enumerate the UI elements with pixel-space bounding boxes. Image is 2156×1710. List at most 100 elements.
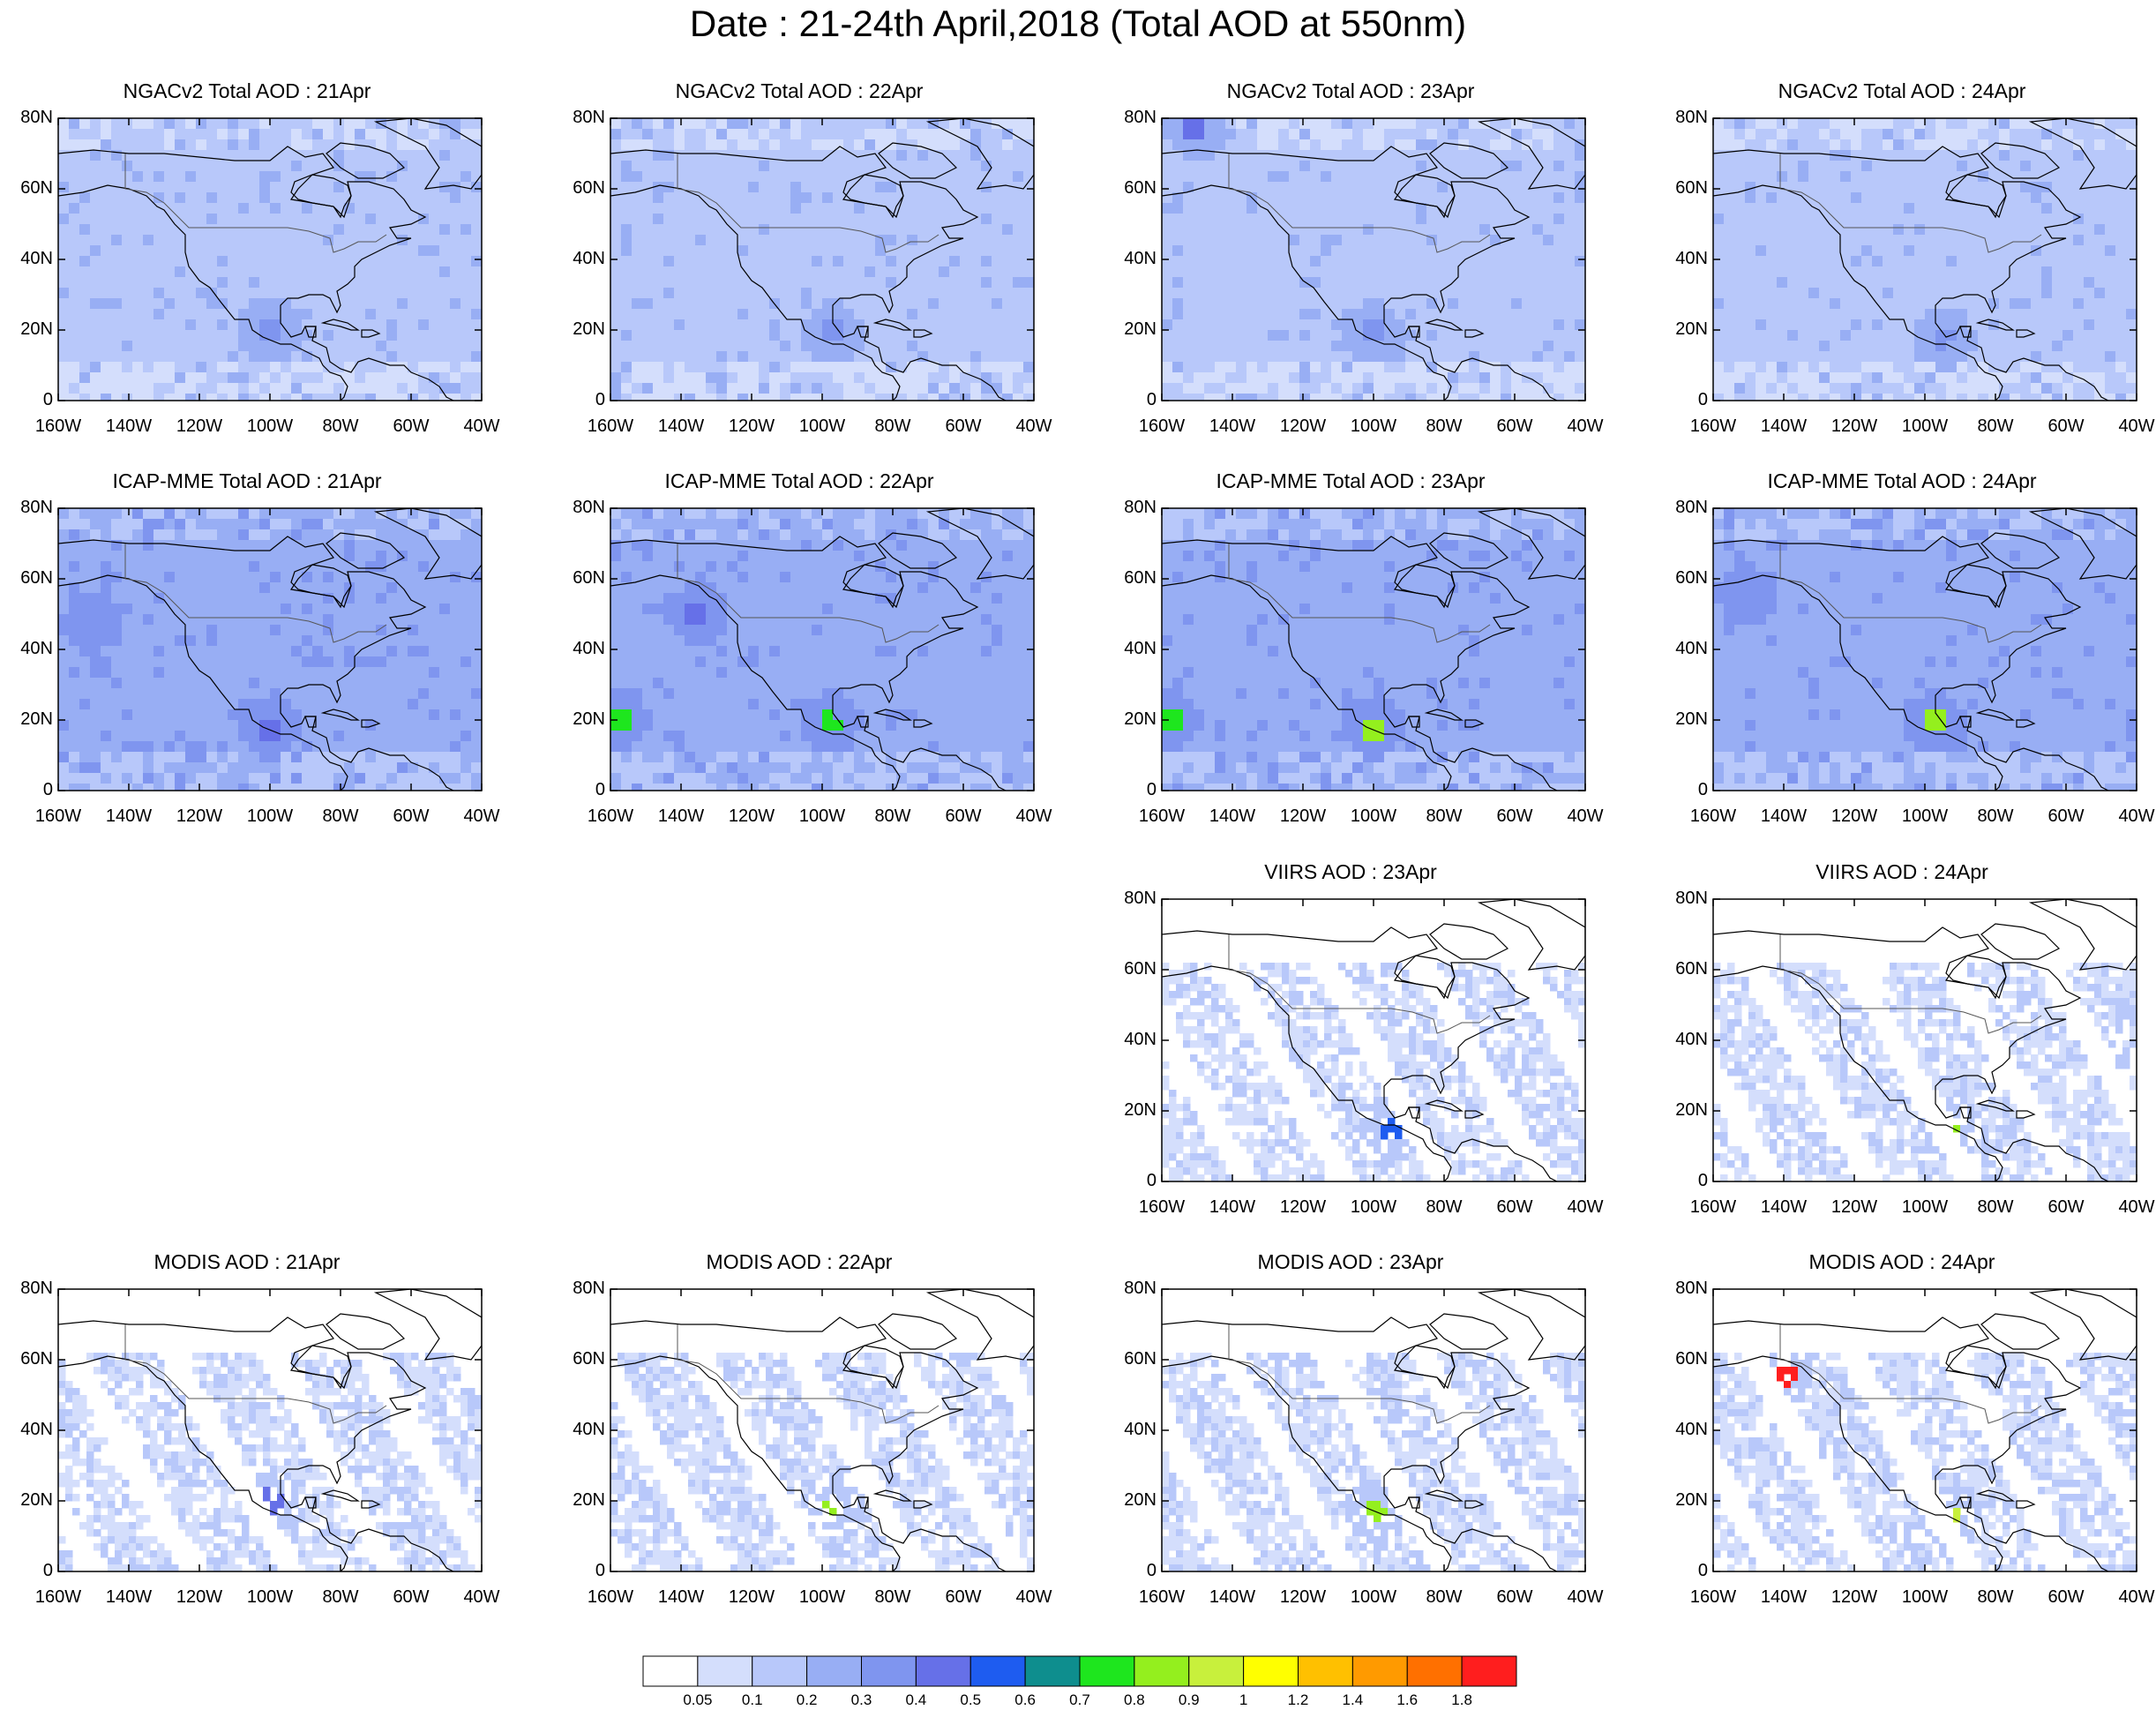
x-tick-label: 100W <box>798 1587 846 1607</box>
map-svg <box>57 507 483 791</box>
map-panel: MODIS AOD : 21Apr 80N 60N 40N 20N 0 160W 140W 12… <box>0 1249 499 1619</box>
y-tick-label: 60N <box>1124 568 1157 588</box>
x-tick-label: 40W <box>1015 1587 1052 1607</box>
x-tick-label: 40W <box>1567 806 1604 826</box>
x-tick-label: 100W <box>1901 416 1949 436</box>
y-tick-label: 20N <box>1124 1100 1157 1120</box>
x-tick-label: 60W <box>393 416 430 436</box>
panel-title: MODIS AOD : 22Apr <box>706 1250 893 1273</box>
y-tick-label: 20N <box>1675 709 1708 729</box>
y-tick-label: 60N <box>1124 178 1157 198</box>
colorbar-swatch <box>1079 1655 1135 1687</box>
map-svg <box>1161 1288 1586 1572</box>
y-tick-label: 20N <box>20 709 53 729</box>
x-tick-label: 80W <box>322 806 359 826</box>
y-tick-label: 40N <box>20 249 53 268</box>
x-tick-label: 140W <box>1209 1197 1256 1217</box>
panel-title: ICAP-MME Total AOD : 23Apr <box>1216 469 1486 492</box>
y-tick-label: 60N <box>573 178 605 198</box>
x-tick-label: 140W <box>1209 416 1256 436</box>
y-tick-label: 80N <box>1124 498 1157 517</box>
y-tick-label: 0 <box>42 1561 53 1580</box>
x-tick-label: 160W <box>587 1587 634 1607</box>
y-tick-label: 0 <box>1146 1561 1157 1580</box>
x-tick-label: 80W <box>1426 1587 1463 1607</box>
colorbar-label: 1.6 <box>1396 1691 1419 1708</box>
panel-title: NGACv2 Total AOD : 24Apr <box>1778 79 2026 102</box>
y-tick-label: 60N <box>1675 1349 1708 1369</box>
x-tick-label: 60W <box>945 416 982 436</box>
y-tick-label: 60N <box>1675 959 1708 979</box>
colorbar-swatch <box>1406 1655 1463 1687</box>
x-tick-label: 160W <box>1689 1197 1737 1217</box>
y-tick-label: 0 <box>1146 1171 1157 1190</box>
y-tick-label: 20N <box>1124 1490 1157 1510</box>
panel-title: NGACv2 Total AOD : 21Apr <box>123 79 371 102</box>
x-tick-label: 40W <box>463 806 500 826</box>
colorbar-label: 0.6 <box>1014 1691 1036 1708</box>
colorbar-swatch <box>697 1655 753 1687</box>
x-tick-label: 60W <box>1496 416 1533 436</box>
x-tick-label: 140W <box>105 806 153 826</box>
colorbar <box>642 1655 1517 1687</box>
y-tick-label: 80N <box>573 498 605 517</box>
panel-title: NGACv2 Total AOD : 22Apr <box>675 79 924 102</box>
y-tick-label: 0 <box>42 780 53 799</box>
x-tick-label: 160W <box>587 416 634 436</box>
x-tick-label: 40W <box>463 1587 500 1607</box>
y-tick-label: 0 <box>1697 1171 1708 1190</box>
x-tick-label: 120W <box>1830 416 1878 436</box>
y-tick-label: 0 <box>42 390 53 409</box>
y-tick-label: 60N <box>573 568 605 588</box>
colorbar-swatch <box>806 1655 862 1687</box>
y-tick-label: 20N <box>1675 1100 1708 1120</box>
colorbar-label: 0.1 <box>741 1691 763 1708</box>
x-tick-label: 40W <box>463 416 500 436</box>
x-tick-label: 140W <box>105 1587 153 1607</box>
colorbar-label: 0.8 <box>1124 1691 1145 1708</box>
x-tick-label: 120W <box>1279 416 1327 436</box>
map-panel: VIIRS AOD : 24Apr 80N 60N 40N 20N 0 160W 140W 12… <box>1655 859 2154 1229</box>
y-tick-label: 80N <box>573 108 605 127</box>
x-tick-label: 80W <box>874 1587 911 1607</box>
x-tick-label: 80W <box>1977 416 2014 436</box>
y-tick-label: 40N <box>1124 639 1157 658</box>
y-tick-label: 0 <box>595 780 605 799</box>
x-tick-label: 120W <box>1830 1587 1878 1607</box>
y-tick-label: 60N <box>20 178 53 198</box>
x-tick-label: 80W <box>874 806 911 826</box>
y-tick-label: 80N <box>1124 1279 1157 1298</box>
map-svg <box>610 1288 1035 1572</box>
x-tick-label: 140W <box>1760 1197 1808 1217</box>
y-tick-label: 80N <box>20 108 53 127</box>
y-tick-label: 80N <box>1124 108 1157 127</box>
x-tick-label: 100W <box>246 1587 294 1607</box>
colorbar-swatch <box>752 1655 808 1687</box>
y-tick-label: 80N <box>1675 108 1708 127</box>
x-tick-label: 160W <box>1138 1197 1186 1217</box>
x-tick-label: 120W <box>176 806 223 826</box>
colorbar-label: 0.7 <box>1069 1691 1090 1708</box>
panel-title: MODIS AOD : 23Apr <box>1257 1250 1444 1273</box>
x-tick-label: 80W <box>1426 1197 1463 1217</box>
x-tick-label: 40W <box>2118 1587 2155 1607</box>
x-tick-label: 100W <box>1350 1197 1397 1217</box>
y-tick-label: 0 <box>1697 780 1708 799</box>
panel-title: MODIS AOD : 21Apr <box>153 1250 341 1273</box>
x-tick-label: 100W <box>798 416 846 436</box>
colorbar-label: 1 <box>1239 1691 1248 1708</box>
map-panel: NGACv2 Total AOD : 21Apr 80N 60N 40N 20N 0 160… <box>0 78 499 448</box>
x-tick-label: 120W <box>1830 806 1878 826</box>
y-tick-label: 0 <box>1697 1561 1708 1580</box>
y-tick-label: 60N <box>1124 959 1157 979</box>
x-tick-label: 120W <box>176 1587 223 1607</box>
x-tick-label: 160W <box>1138 416 1186 436</box>
x-tick-label: 60W <box>393 806 430 826</box>
map-svg <box>57 1288 483 1572</box>
y-tick-label: 20N <box>1124 319 1157 339</box>
map-panel: ICAP-MME Total AOD : 21Apr 80N 60N 40N 20N 0 1… <box>0 468 499 838</box>
x-tick-label: 160W <box>34 1587 82 1607</box>
x-tick-label: 80W <box>1426 416 1463 436</box>
x-tick-label: 160W <box>1689 1587 1737 1607</box>
y-tick-label: 40N <box>1124 1030 1157 1049</box>
